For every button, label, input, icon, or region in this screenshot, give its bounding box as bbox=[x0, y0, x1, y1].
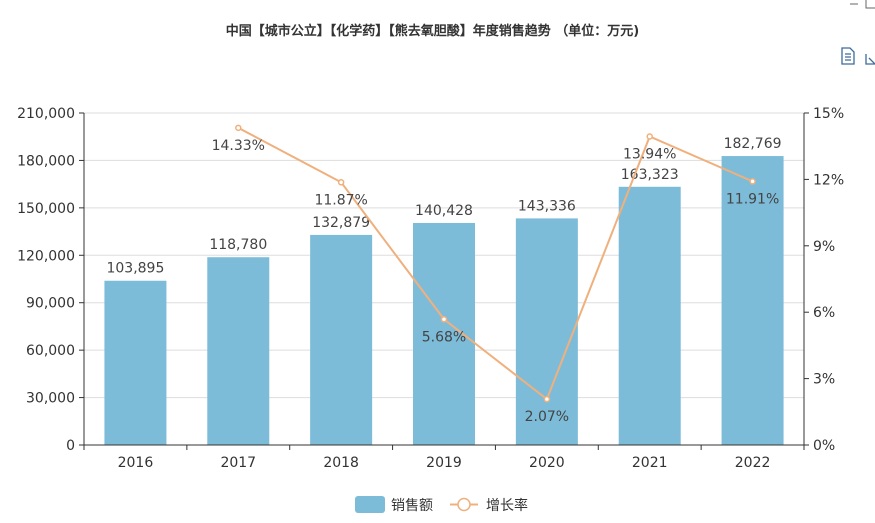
bar-data-label: 140,428 bbox=[415, 203, 473, 219]
bar bbox=[618, 186, 681, 445]
growth-point bbox=[235, 124, 242, 132]
growth-point bbox=[440, 316, 448, 323]
y-right-tick-label: 9% bbox=[813, 239, 835, 255]
growth-point bbox=[646, 133, 653, 140]
chart-title: 中国【城市公立】【化学药】【熊去氧胆酸】年度销售趋势 （单位：万元) bbox=[225, 24, 640, 39]
growth-data-label: 11.91% bbox=[726, 191, 779, 207]
growth-data-label: 14.33% bbox=[212, 138, 265, 154]
x-tick-label: 2017 bbox=[220, 455, 256, 471]
data-view-icon[interactable] bbox=[841, 47, 855, 65]
legend-bar-swatch bbox=[355, 496, 385, 513]
y-left-tick-label: 180,000 bbox=[17, 153, 75, 169]
y-right-tick-label: 15% bbox=[813, 106, 844, 122]
growth-data-label: 2.07% bbox=[525, 409, 569, 425]
bar-data-label: 163,323 bbox=[621, 167, 679, 183]
bar bbox=[413, 222, 475, 445]
y-right-tick-label: 0% bbox=[813, 438, 835, 454]
bar-data-label: 143,336 bbox=[518, 198, 576, 214]
legend-bar-label: 销售额 bbox=[391, 498, 433, 514]
y-right-tick-label: 3% bbox=[813, 372, 835, 388]
growth-data-label: 5.68% bbox=[422, 329, 466, 345]
x-tick-label: 2020 bbox=[529, 455, 565, 471]
bar bbox=[721, 156, 784, 446]
save-image-icon[interactable] bbox=[865, 54, 875, 65]
bar bbox=[104, 280, 167, 445]
bar-data-label: 182,769 bbox=[724, 136, 782, 152]
growth-data-label: 11.87% bbox=[314, 192, 367, 208]
x-tick-label: 2022 bbox=[735, 455, 771, 471]
growth-point bbox=[543, 395, 551, 403]
growth-data-label: 13.94% bbox=[623, 146, 676, 162]
y-left-tick-label: 30,000 bbox=[26, 391, 75, 407]
y-left-tick-label: 0 bbox=[66, 438, 75, 454]
x-tick-label: 2019 bbox=[426, 455, 462, 471]
y-left-tick-label: 60,000 bbox=[26, 343, 75, 359]
y-left-tick-label: 150,000 bbox=[17, 201, 75, 217]
y-left-tick-label: 210,000 bbox=[17, 106, 75, 122]
y-left-tick-label: 120,000 bbox=[17, 248, 75, 264]
x-tick-label: 2018 bbox=[323, 455, 359, 471]
bar-data-label: 132,879 bbox=[312, 215, 370, 231]
bar-data-label: 118,780 bbox=[209, 237, 267, 253]
y-left-tick-label: 90,000 bbox=[26, 296, 75, 312]
growth-point bbox=[337, 179, 345, 186]
growth-point bbox=[749, 178, 756, 185]
bar bbox=[207, 257, 270, 445]
x-tick-label: 2016 bbox=[118, 455, 154, 471]
bar-data-label: 103,895 bbox=[106, 261, 164, 277]
y-right-tick-label: 6% bbox=[813, 305, 835, 321]
y-right-tick-label: 12% bbox=[813, 172, 844, 188]
x-tick-label: 2021 bbox=[632, 455, 668, 471]
bar bbox=[515, 218, 578, 445]
legend-line-label: 增长率 bbox=[486, 497, 528, 514]
growth-line bbox=[237, 126, 753, 401]
legend-line-marker bbox=[457, 497, 471, 512]
bar bbox=[310, 234, 373, 445]
window-controls-icon bbox=[850, 0, 875, 9]
